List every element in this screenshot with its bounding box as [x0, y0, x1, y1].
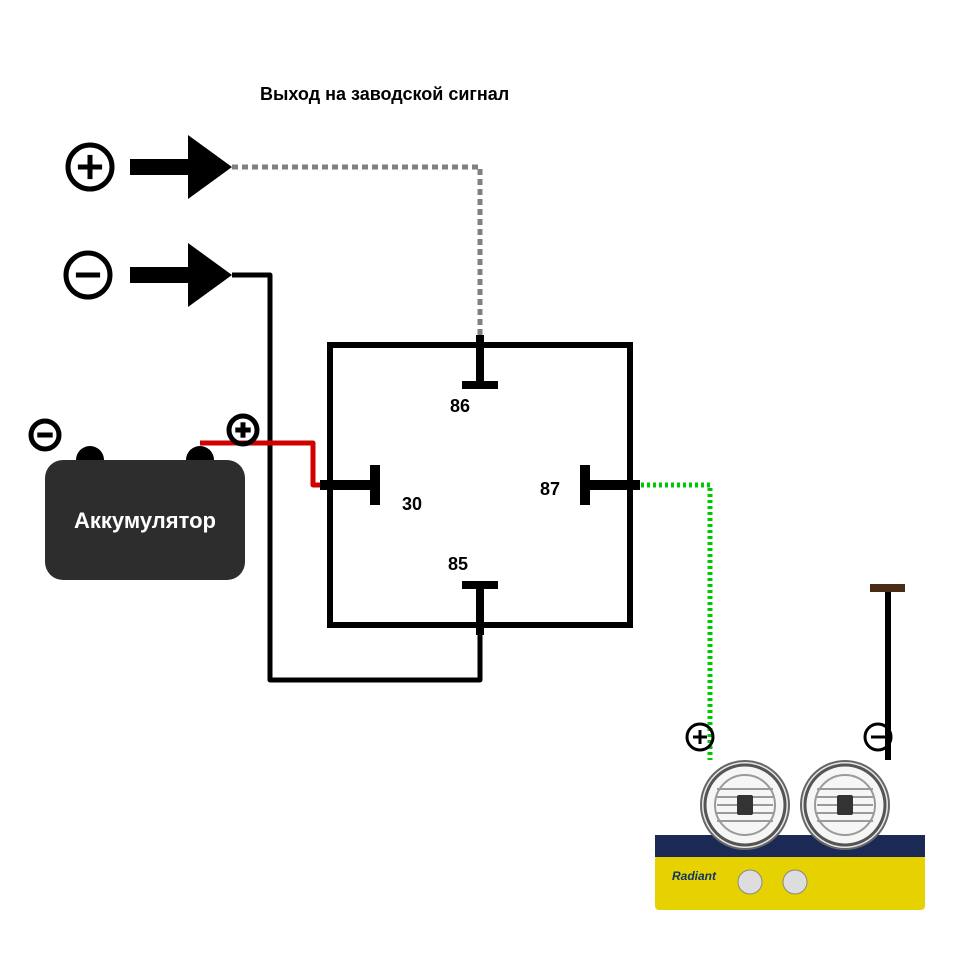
title-label: Выход на заводской сигнал [260, 84, 509, 104]
pin-30-label: 30 [402, 494, 422, 514]
pin-86-label: 86 [450, 396, 470, 416]
wire-87_to_horn_plus [635, 485, 710, 760]
arrow-head [188, 243, 232, 307]
pin-87-label: 87 [540, 479, 560, 499]
pin-85-label: 85 [448, 554, 468, 574]
arrow-head [188, 135, 232, 199]
horn-brand-label: Radiant [672, 869, 717, 883]
horn-box-strip [655, 835, 925, 857]
wire-minus_to_85 [232, 275, 480, 680]
battery-label: Аккумулятор [74, 508, 216, 533]
